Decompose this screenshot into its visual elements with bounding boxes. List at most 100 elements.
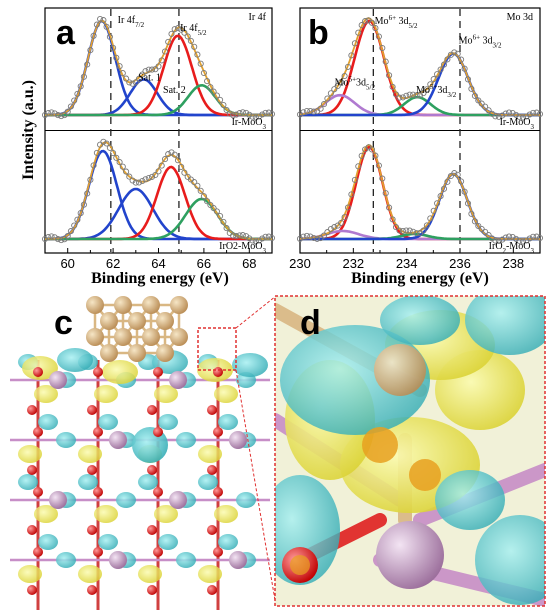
data-point xyxy=(320,232,328,239)
data-point xyxy=(379,175,386,182)
data-point xyxy=(314,235,321,242)
data-point xyxy=(207,84,214,91)
data-point xyxy=(300,109,307,116)
data-point xyxy=(475,97,482,104)
data-point xyxy=(389,83,396,90)
charge-accumulation-iso xyxy=(94,505,118,523)
data-point xyxy=(362,18,369,25)
panel-d-zoomed-density: d xyxy=(274,295,546,607)
data-point xyxy=(403,92,410,99)
data-point xyxy=(509,233,516,241)
sample-label: Ir-MoO3 xyxy=(232,117,267,131)
data-point xyxy=(152,171,159,179)
data-point xyxy=(123,168,130,175)
xtick-label: 62 xyxy=(106,256,120,271)
charge-accumulation-iso xyxy=(18,445,42,463)
data-point xyxy=(45,234,52,241)
panel-label-c: c xyxy=(54,304,73,342)
sample-label: IrO2-MoO3 xyxy=(489,241,535,255)
panel-label-b: b xyxy=(308,14,329,52)
data-point xyxy=(307,233,314,240)
ir-atom xyxy=(170,328,188,346)
data-point xyxy=(187,37,194,44)
data-point xyxy=(468,85,475,92)
data-point xyxy=(194,182,201,189)
data-point xyxy=(386,204,393,211)
data-point xyxy=(259,111,266,118)
data-point xyxy=(396,227,403,234)
data-point xyxy=(61,236,68,243)
data-point xyxy=(437,66,444,73)
charge-depletion-iso xyxy=(176,552,196,568)
data-point xyxy=(416,92,424,99)
data-point xyxy=(90,162,97,169)
o-atom xyxy=(87,585,97,595)
o-atom xyxy=(147,465,157,475)
data-point xyxy=(324,229,331,236)
data-point xyxy=(184,33,191,40)
charge-depletion-iso xyxy=(56,552,76,568)
data-point xyxy=(67,228,74,235)
data-point xyxy=(239,109,246,116)
data-point xyxy=(110,149,117,157)
data-point xyxy=(255,113,263,120)
data-point xyxy=(310,234,317,242)
panel-b-title-tag: Mo 3d xyxy=(507,12,533,23)
xtick-label: 66 xyxy=(197,256,211,271)
data-point xyxy=(499,112,506,119)
charge-accumulation-iso xyxy=(34,385,58,403)
data-point xyxy=(249,237,256,244)
data-point xyxy=(389,216,396,223)
data-point xyxy=(458,56,465,63)
data-point xyxy=(158,162,165,169)
data-point xyxy=(523,237,530,244)
data-point xyxy=(427,215,434,222)
data-point xyxy=(178,26,185,33)
data-point xyxy=(348,52,355,59)
ir-atom xyxy=(170,296,188,314)
o-atom xyxy=(27,585,37,595)
ir-atom xyxy=(100,312,118,330)
data-point xyxy=(223,106,230,114)
data-point xyxy=(265,233,272,240)
data-point xyxy=(372,152,379,159)
ir-atom xyxy=(142,328,160,346)
data-point xyxy=(437,193,444,200)
data-point xyxy=(406,91,413,98)
data-point xyxy=(485,232,492,239)
data-point xyxy=(58,113,65,120)
o-atom xyxy=(153,367,163,377)
data-point xyxy=(45,110,52,117)
ir-atom xyxy=(128,312,146,330)
data-point xyxy=(119,70,126,77)
o-atom xyxy=(207,585,217,595)
data-point xyxy=(110,44,117,51)
o-atom xyxy=(207,465,217,475)
data-point xyxy=(396,94,403,101)
data-point xyxy=(392,91,400,98)
data-point xyxy=(403,227,410,234)
data-point xyxy=(410,228,417,235)
mo-atom xyxy=(376,521,444,589)
o-atom xyxy=(93,547,103,557)
data-point xyxy=(464,200,472,207)
o-atom xyxy=(147,585,157,595)
data-point xyxy=(113,54,120,61)
data-point xyxy=(200,69,207,77)
data-point xyxy=(74,90,81,97)
data-point xyxy=(300,233,307,240)
o-atom xyxy=(213,547,223,557)
data-point xyxy=(268,110,276,118)
data-point xyxy=(64,232,71,240)
data-point xyxy=(106,144,113,151)
peak-label: Mo5+3d3/2 xyxy=(416,83,457,99)
charge-depletion-iso xyxy=(56,432,76,448)
data-point xyxy=(331,224,338,231)
ir-atom xyxy=(86,328,104,346)
data-point xyxy=(210,88,217,95)
charge-accumulation-iso xyxy=(138,565,162,583)
xtick-label: 64 xyxy=(151,256,165,271)
data-point xyxy=(191,179,198,186)
data-point xyxy=(382,58,389,65)
xtick-label: 238 xyxy=(502,256,524,271)
